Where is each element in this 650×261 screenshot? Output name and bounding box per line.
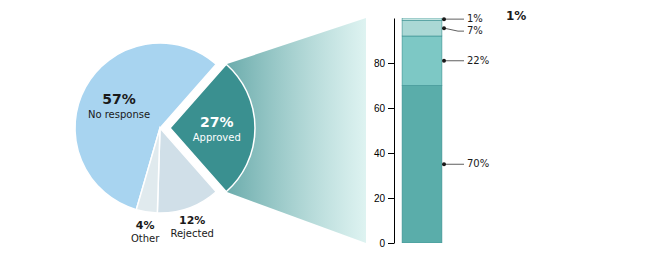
- tick-label: 60: [374, 103, 386, 114]
- pie-value-label: 12%: [179, 214, 205, 227]
- bars: [402, 18, 442, 243]
- bar-value-label: 7%: [467, 25, 483, 36]
- tick-label: 80: [374, 58, 386, 69]
- pie-category-label: Rejected: [170, 228, 214, 239]
- pie-labels: 57% No response 27% Approved 12%Rejected 4%Ot…: [88, 91, 241, 243]
- y-tick: 0: [379, 238, 394, 249]
- bar-value-label: 22%: [467, 55, 489, 66]
- tick-mark: [388, 63, 394, 64]
- pie-category-label: Other: [131, 233, 160, 244]
- axis-line: [394, 19, 395, 244]
- bar-segment: [402, 36, 442, 86]
- chart: 57% No response 27% Approved 12%Rejected 4%Ot…: [0, 0, 650, 261]
- y-tick: 40: [374, 148, 394, 159]
- y-tick: 80: [374, 58, 394, 69]
- pie-slice: [136, 128, 160, 213]
- tick-mark: [388, 198, 394, 199]
- tick-label: 0: [379, 238, 385, 249]
- pie-value-label: 57%: [102, 91, 136, 107]
- tick-label: 40: [374, 148, 386, 159]
- tick-mark: [388, 153, 394, 154]
- annotation: 1%: [506, 9, 526, 23]
- tick-mark: [388, 108, 394, 109]
- y-axis: 0 20 40 60 80: [374, 19, 395, 249]
- bar-segment: [402, 18, 442, 20]
- pie: [75, 43, 255, 213]
- bar-value-label: 1%: [467, 13, 483, 24]
- tick-mark: [388, 243, 394, 244]
- tick-label: 20: [374, 193, 386, 204]
- pie-value-label: 27%: [200, 114, 234, 130]
- leader-line: [444, 28, 464, 31]
- bar-segment: [402, 20, 442, 36]
- y-tick: 60: [374, 103, 394, 114]
- bar-labels: 1%7% 22% 70%: [442, 13, 489, 169]
- bar-segment: [402, 86, 442, 244]
- pie-category-label: Approved: [193, 132, 241, 143]
- leader-line: [444, 60, 464, 61]
- leader-line: [444, 19, 464, 20]
- pie-value-label: 4%: [136, 219, 155, 232]
- y-tick: 20: [374, 193, 394, 204]
- pie-category-label: No response: [88, 109, 150, 120]
- leader-line: [444, 164, 464, 165]
- bar-value-label: 70%: [467, 158, 489, 169]
